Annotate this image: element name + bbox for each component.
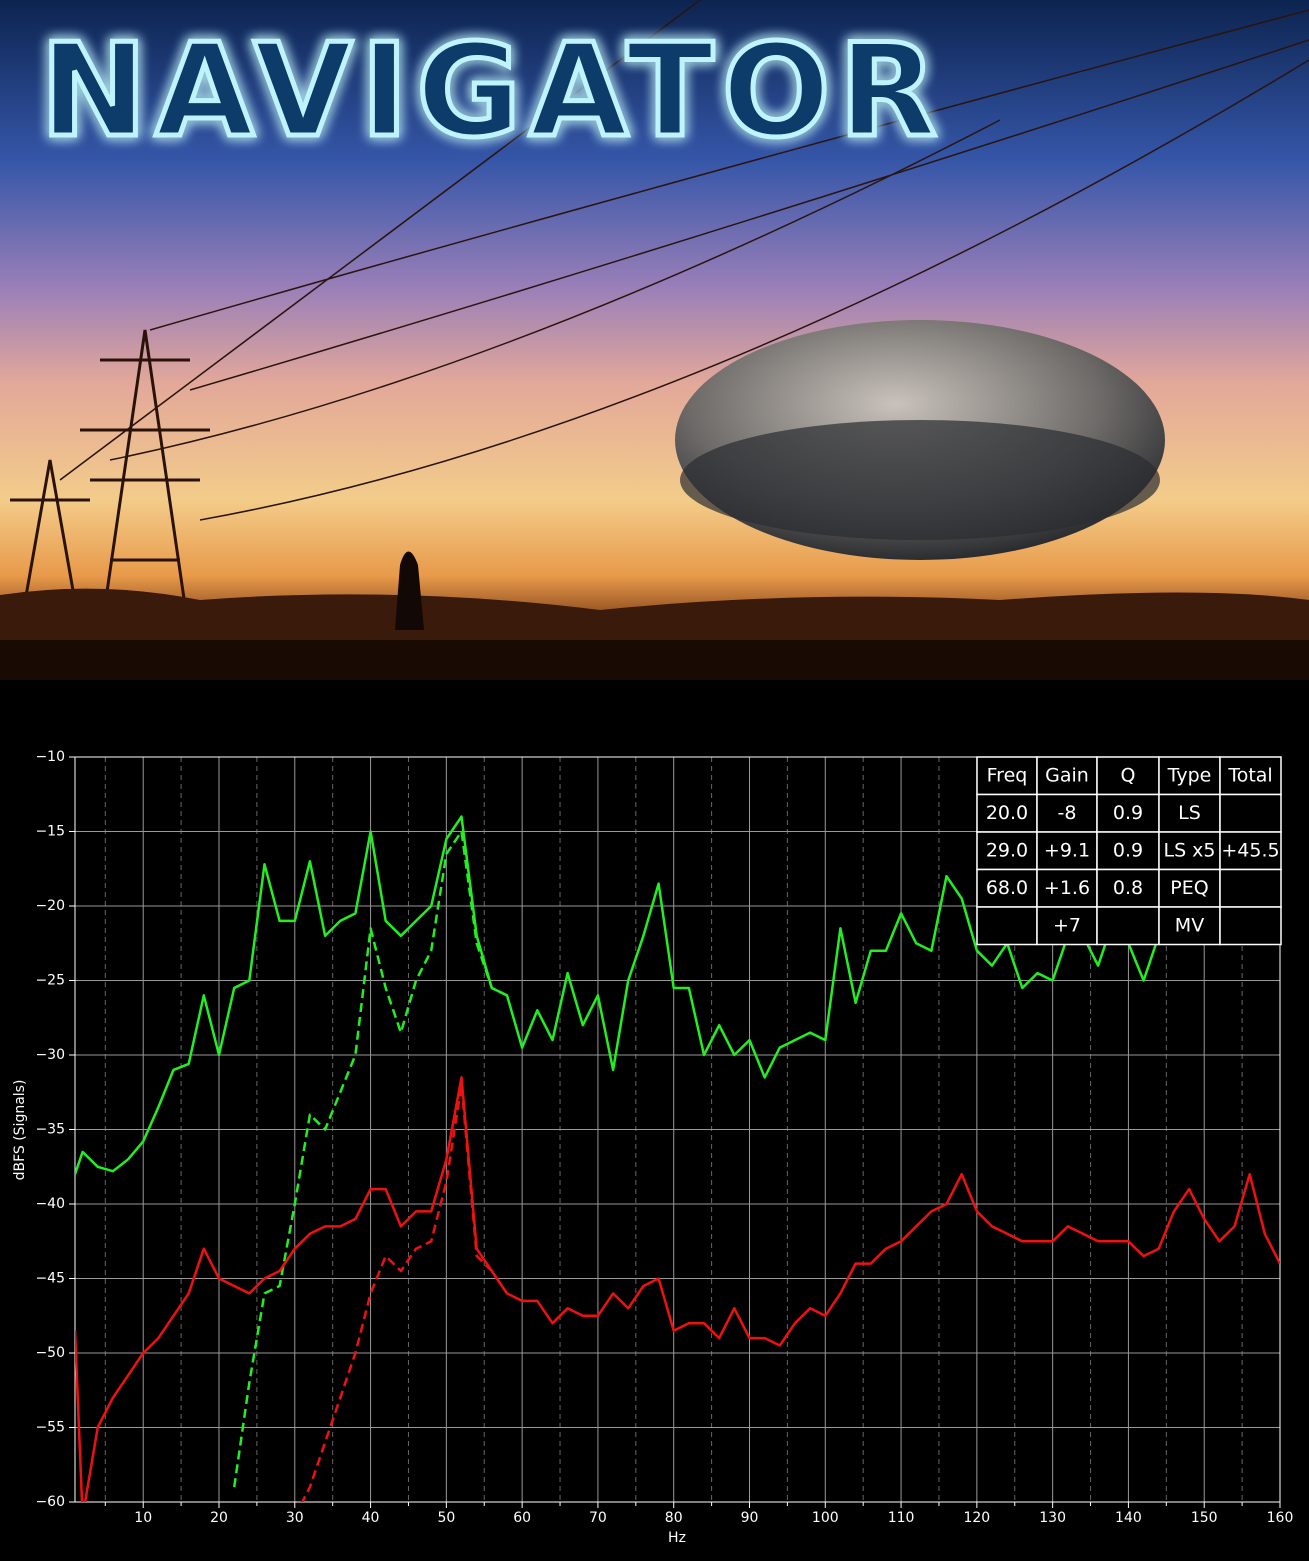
- y-tick-label: −10: [35, 749, 65, 765]
- sky: [0, 0, 1309, 640]
- poster: NAVIGATOR: [0, 0, 1309, 700]
- table-value: +7: [1053, 914, 1081, 936]
- table-value: LS: [1178, 802, 1201, 824]
- x-tick-label: 160: [1267, 1510, 1294, 1526]
- y-tick-label: −55: [35, 1420, 65, 1436]
- x-tick-label: 140: [1115, 1510, 1142, 1526]
- poster-title: NAVIGATOR: [40, 17, 945, 166]
- table-cell: [976, 793, 1038, 833]
- pylons: [10, 329, 210, 641]
- table-header: Q: [1121, 764, 1136, 786]
- x-axis-label: Hz: [668, 1530, 686, 1546]
- table-cell: [1219, 793, 1282, 833]
- table-header: Total: [1227, 764, 1272, 786]
- series-line: [232, 830, 508, 1488]
- table-cell: [976, 906, 1038, 946]
- table-cell: [1036, 906, 1098, 946]
- y-tick-label: −50: [35, 1345, 65, 1361]
- y-tick-label: −35: [35, 1122, 65, 1138]
- table-cell: [1219, 831, 1282, 871]
- x-tick-label: 100: [812, 1510, 839, 1526]
- power-lines: [59, 0, 1309, 521]
- tree-line: [0, 588, 1309, 640]
- table-cell: [1158, 831, 1221, 871]
- table-value: 68.0: [986, 877, 1028, 899]
- table-header: Type: [1167, 764, 1212, 786]
- x-tick-label: 60: [513, 1510, 531, 1526]
- x-tick-label: 120: [963, 1510, 990, 1526]
- x-tick-label: 70: [589, 1510, 607, 1526]
- plot-frame: [74, 756, 1281, 1503]
- table-value: +1.6: [1044, 877, 1090, 899]
- table-cell: [1096, 793, 1160, 833]
- x-tick-label: 10: [134, 1510, 152, 1526]
- table-value: 0.8: [1113, 877, 1143, 899]
- series-line: [300, 1083, 509, 1502]
- table-value: LS x5: [1163, 839, 1215, 861]
- x-tick-label: 50: [437, 1510, 455, 1526]
- table-value: 0.9: [1113, 839, 1143, 861]
- x-tick-label: 80: [665, 1510, 683, 1526]
- table-cell: [1219, 868, 1282, 908]
- chart: Hz dBFS (Signals) 10 20 30 40 50 60 70 80 90 100 1…: [12, 749, 1294, 1546]
- series-line: [75, 1076, 1280, 1502]
- y-tick-label: −30: [35, 1047, 65, 1063]
- x-tick-label: 90: [741, 1510, 759, 1526]
- table-value: -8: [1058, 802, 1077, 824]
- table-header: Gain: [1045, 764, 1089, 786]
- x-tick-label: 130: [1039, 1510, 1066, 1526]
- y-tick-label: −25: [35, 973, 65, 989]
- table-value: +9.1: [1044, 839, 1090, 861]
- table-value: 29.0: [986, 839, 1028, 861]
- y-tick-label: −15: [35, 824, 65, 840]
- table-cell: [1096, 906, 1160, 946]
- table-value: PEQ: [1170, 877, 1208, 899]
- y-axis-label: dBFS (Signals): [12, 1080, 28, 1181]
- figure: [395, 551, 424, 630]
- ground-shadow: [0, 680, 1309, 700]
- x-tick-label: 20: [210, 1510, 228, 1526]
- eq-table: Freq Gain Q Type Total 20.0 -8 0.9 LS 29.0 +9.1 0.9…: [976, 756, 1282, 946]
- table-cell: [1158, 756, 1221, 796]
- table-header: Freq: [987, 764, 1028, 786]
- y-tick-label: −60: [35, 1494, 65, 1510]
- y-tick-label: −45: [35, 1271, 65, 1287]
- x-tick-label: 110: [888, 1510, 915, 1526]
- x-tick-label: 40: [362, 1510, 380, 1526]
- table-value: +45.5: [1221, 839, 1279, 861]
- table-value: 0.9: [1113, 802, 1143, 824]
- table-value: MV: [1175, 914, 1204, 936]
- table-value: 20.0: [986, 802, 1028, 824]
- airship: [675, 320, 1165, 560]
- y-tick-label: −40: [35, 1196, 65, 1212]
- table-cell: [1219, 906, 1282, 946]
- x-tick-label: 150: [1191, 1510, 1218, 1526]
- x-tick-label: 30: [286, 1510, 304, 1526]
- y-tick-label: −20: [35, 898, 65, 914]
